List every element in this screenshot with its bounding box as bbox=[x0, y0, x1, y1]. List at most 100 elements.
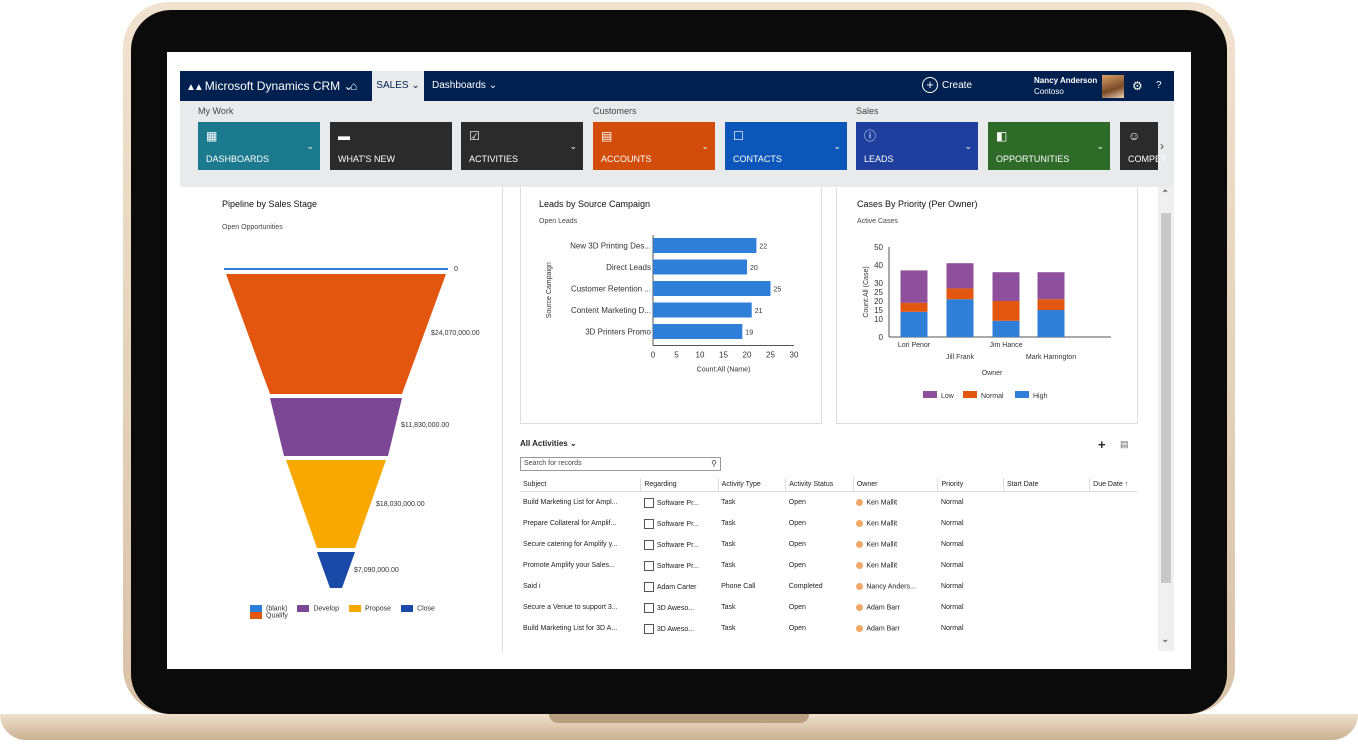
table-row[interactable]: Build Marketing List for Ampl... Software… bbox=[520, 492, 1138, 514]
scroll-thumb[interactable] bbox=[1161, 213, 1171, 583]
category-label: Mark Harrington bbox=[1026, 354, 1076, 361]
sitemap-tile-accounts[interactable]: ▤ ACCOUNTS ⌄ bbox=[593, 122, 715, 170]
table-cell: Open bbox=[786, 597, 854, 618]
bar-segment-high[interactable] bbox=[1037, 310, 1065, 337]
grid-view-icon[interactable]: ▤ bbox=[1120, 439, 1129, 449]
bar-segment-low[interactable] bbox=[900, 270, 928, 303]
search-input[interactable]: Search for records ⚲ bbox=[520, 457, 721, 471]
sitemap-tile-what-s-new[interactable]: ▬ WHAT'S NEW bbox=[330, 122, 452, 170]
column-header[interactable]: Activity Type bbox=[717, 478, 786, 492]
help-icon[interactable]: ? bbox=[1156, 80, 1162, 91]
bar-segment-normal[interactable] bbox=[1037, 299, 1065, 310]
chevron-down-icon[interactable]: ⌄ bbox=[964, 141, 972, 151]
gear-icon[interactable]: ⚙ bbox=[1132, 79, 1143, 93]
user-icon bbox=[856, 519, 864, 527]
bar-segment-low[interactable] bbox=[992, 272, 1020, 301]
bar[interactable] bbox=[653, 238, 757, 253]
bar-segment-normal[interactable] bbox=[946, 288, 974, 300]
search-icon[interactable]: ⚲ bbox=[711, 459, 717, 468]
column-header[interactable]: Priority bbox=[937, 478, 1004, 492]
column-header[interactable]: Regarding bbox=[640, 478, 719, 492]
sitemap-tile-opportunities[interactable]: ◧ OPPORTUNITIES ⌄ bbox=[988, 122, 1110, 170]
chevron-down-icon[interactable]: ⌄ bbox=[306, 141, 314, 151]
funnel-stage-qualify[interactable] bbox=[226, 274, 446, 394]
table-row[interactable]: Secure catering for Amplify y... Software… bbox=[520, 534, 1138, 555]
bar-segment-high[interactable] bbox=[992, 320, 1020, 337]
column-header[interactable]: Due Date ↑ bbox=[1089, 478, 1138, 492]
data-label: 19 bbox=[745, 330, 753, 337]
activities-view-label: All Activities bbox=[520, 439, 568, 448]
chevron-down-icon[interactable]: ⌄ bbox=[569, 141, 577, 151]
bar-segment-high[interactable] bbox=[946, 299, 974, 337]
bar-segment-high[interactable] bbox=[900, 311, 928, 337]
sales-menu[interactable]: SALES ⌄ bbox=[372, 71, 424, 101]
sitemap-tile-activities[interactable]: ☑ ACTIVITIES ⌄ bbox=[461, 122, 583, 170]
table-cell: Adam Carter bbox=[641, 576, 718, 597]
bar-segment-normal[interactable] bbox=[900, 302, 928, 312]
column-header[interactable]: Owner bbox=[852, 478, 938, 492]
table-cell[interactable]: Secure a Venue to support 3... bbox=[520, 597, 641, 618]
bar[interactable] bbox=[653, 281, 771, 296]
chevron-down-icon[interactable]: ⌄ bbox=[1096, 141, 1104, 151]
bar[interactable] bbox=[653, 324, 743, 339]
contacts-icon: ☐ bbox=[733, 129, 744, 143]
bar-segment-low[interactable] bbox=[946, 263, 974, 289]
table-cell: Software Pr... bbox=[641, 555, 718, 576]
funnel-stage-close[interactable] bbox=[317, 552, 355, 588]
legend-swatch bbox=[923, 391, 937, 398]
table-row[interactable]: Build Marketing List for 3D A... 3D Aweso… bbox=[520, 618, 1138, 639]
sitemap-tile-contacts[interactable]: ☐ CONTACTS ⌄ bbox=[725, 122, 847, 170]
legend-qualify: Qualify bbox=[266, 612, 288, 620]
scrollbar[interactable]: ⌃ ⌄ bbox=[1158, 187, 1174, 651]
table-row[interactable]: Secure a Venue to support 3... 3D Aweso..… bbox=[520, 597, 1138, 618]
funnel-stage-propose[interactable] bbox=[286, 460, 386, 548]
table-cell bbox=[1003, 597, 1089, 618]
column-header[interactable]: Start Date bbox=[1002, 478, 1090, 492]
activities-view-selector[interactable]: All Activities ⌄ bbox=[520, 439, 577, 448]
table-cell[interactable]: Said i bbox=[520, 576, 641, 597]
column-header[interactable]: Activity Status bbox=[785, 478, 854, 492]
tile-label: LEADS bbox=[864, 154, 894, 164]
table-cell: Ken Mallit bbox=[853, 555, 938, 576]
bar-segment-normal[interactable] bbox=[992, 301, 1020, 321]
table-cell: Normal bbox=[938, 492, 1004, 514]
dashboards-menu[interactable]: Dashboards ⌄ bbox=[432, 80, 498, 91]
scroll-down-icon[interactable]: ⌄ bbox=[1161, 634, 1170, 645]
tick-label: 25 bbox=[874, 288, 883, 297]
table-cell[interactable]: Build Marketing List for 3D A... bbox=[520, 618, 641, 639]
table-cell[interactable]: Prepare Collateral for Amplif... bbox=[520, 513, 641, 534]
sitemap-tile-compet[interactable]: ☺ COMPET bbox=[1120, 122, 1167, 170]
brand-menu[interactable]: ▲▲ Microsoft Dynamics CRM ⌄ bbox=[186, 71, 354, 101]
sitemap-tile-leads[interactable]: ⓘ LEADS ⌄ bbox=[856, 122, 978, 170]
avatar[interactable] bbox=[1102, 75, 1124, 98]
bar-segment-low[interactable] bbox=[1037, 272, 1065, 300]
add-activity-icon[interactable]: + bbox=[1098, 437, 1106, 452]
scroll-up-icon[interactable]: ⌃ bbox=[1161, 189, 1170, 200]
table-cell bbox=[1090, 597, 1138, 618]
y-axis-title: Source Campaign bbox=[546, 262, 553, 318]
funnel-stage-develop[interactable] bbox=[270, 398, 402, 456]
table-cell[interactable]: Build Marketing List for Ampl... bbox=[520, 492, 641, 514]
table-row[interactable]: Said i Adam Carter Phone Call Completed Nanc… bbox=[520, 576, 1138, 597]
table-cell[interactable]: Secure catering for Amplify y... bbox=[520, 534, 641, 555]
table-cell[interactable]: Promote Amplify your Sales... bbox=[520, 555, 641, 576]
chevron-down-icon[interactable]: ⌄ bbox=[833, 141, 841, 151]
funnel-label-close: $7,090,000.00 bbox=[354, 567, 399, 574]
chevron-down-icon[interactable]: ⌄ bbox=[701, 141, 709, 151]
legend-label: Normal bbox=[981, 393, 1004, 400]
cell-text: Adam Barr bbox=[866, 625, 900, 633]
bar[interactable] bbox=[653, 259, 747, 275]
table-row[interactable]: Promote Amplify your Sales... Software Pr… bbox=[520, 555, 1138, 576]
bar[interactable] bbox=[653, 302, 752, 318]
table-row[interactable]: Prepare Collateral for Amplif... Software… bbox=[520, 513, 1138, 534]
home-icon[interactable]: ⌂ bbox=[350, 79, 358, 93]
user-info[interactable]: Nancy Anderson Contoso bbox=[1034, 75, 1097, 99]
record-icon bbox=[643, 539, 654, 550]
create-button[interactable]: + Create bbox=[922, 71, 972, 101]
chevron-right-icon[interactable]: › bbox=[1160, 139, 1164, 153]
x-axis-title: Owner bbox=[982, 370, 1003, 377]
column-header[interactable]: Subject bbox=[520, 478, 641, 492]
cases-chart-panel: Cases By Priority (Per Owner) Active Cas… bbox=[836, 187, 1138, 424]
sitemap-tile-dashboards[interactable]: ▦ DASHBOARDS ⌄ bbox=[198, 122, 320, 170]
